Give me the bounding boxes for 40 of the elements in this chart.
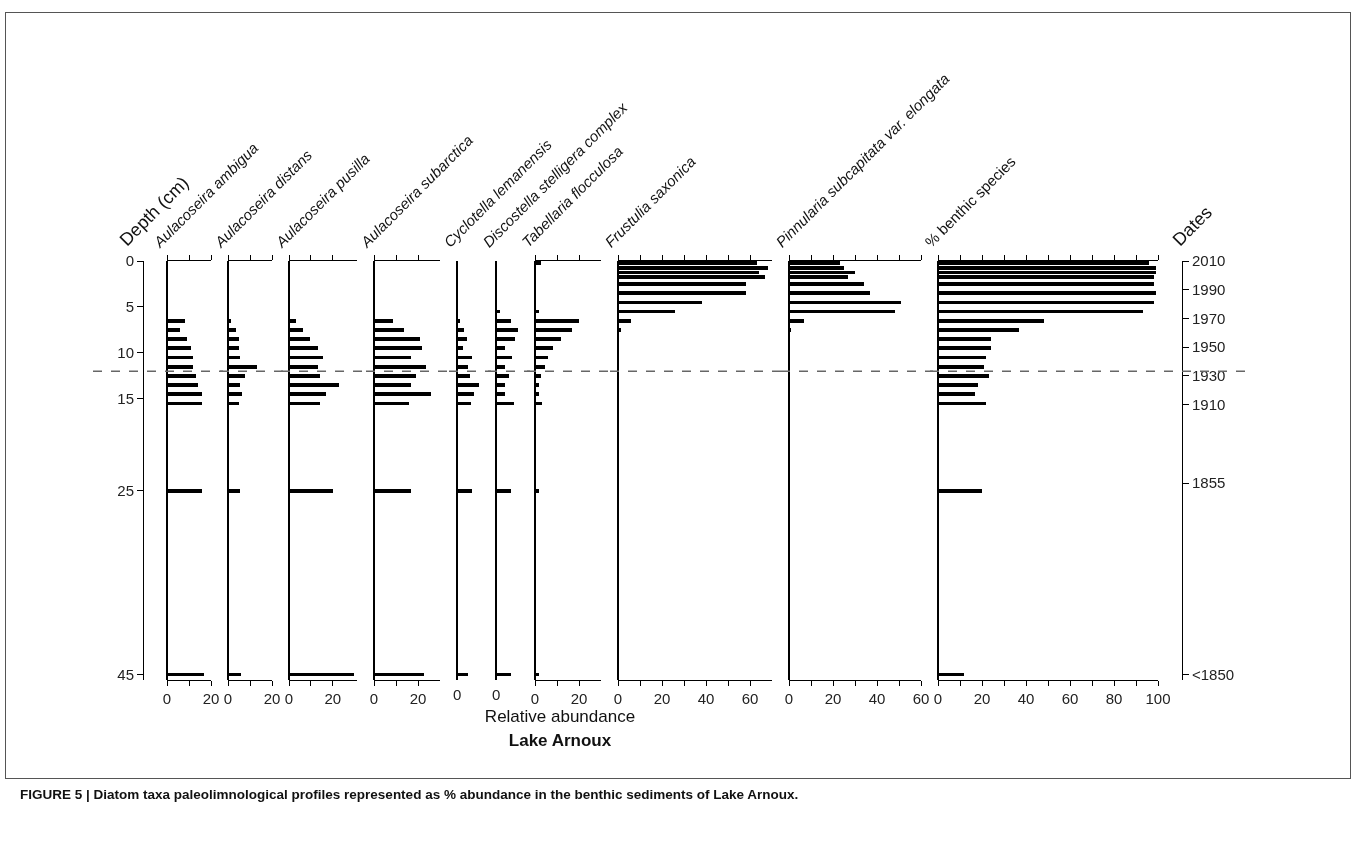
x-tick-label: 0 bbox=[370, 690, 379, 707]
text: Lake Arnoux bbox=[508, 731, 612, 751]
x-tick-label: 20 bbox=[263, 690, 281, 707]
y-tick-label: 15 bbox=[117, 390, 134, 408]
x-tick-label: 20 bbox=[324, 690, 342, 707]
x-tick-label: 60 bbox=[1061, 690, 1079, 707]
x-tick-label: 40 bbox=[697, 690, 715, 707]
y2-tick-label: 1990 bbox=[1192, 280, 1226, 298]
x-tick-label: 60 bbox=[912, 690, 930, 707]
y-tick-label: 5 bbox=[125, 298, 134, 316]
x-tick-label: 20 bbox=[824, 690, 842, 707]
y2-tick-label: 2010 bbox=[1192, 252, 1226, 270]
x-tick-label: 60 bbox=[741, 690, 759, 707]
text: Relative abundance bbox=[484, 707, 636, 727]
y2-tick-label: 1970 bbox=[1192, 309, 1226, 327]
y-tick-label: 45 bbox=[117, 665, 134, 683]
y2-tick-label: <1850 bbox=[1192, 665, 1235, 683]
x-tick-label: 20 bbox=[973, 690, 991, 707]
x-tick-label: 0 bbox=[614, 690, 623, 707]
y2-tick-label: 1950 bbox=[1192, 338, 1226, 356]
x-tick-label: 80 bbox=[1105, 690, 1123, 707]
y2-tick-label: 1855 bbox=[1192, 474, 1226, 492]
x-tick-label: 20 bbox=[653, 690, 671, 707]
x-tick-label: 20 bbox=[409, 690, 427, 707]
caption: FIGURE 5 | Diatom taxa paleolimnological profiles represented as % abundance in the benthic sediments of Lake Arnoux. bbox=[20, 787, 799, 802]
x-tick-label: 40 bbox=[868, 690, 886, 707]
x-tick-label: 0 bbox=[162, 690, 172, 707]
x-tick-label: 100 bbox=[1145, 690, 1171, 707]
y-tick-label: 25 bbox=[117, 481, 134, 499]
x-tick-label: 0 bbox=[934, 690, 943, 707]
y-tick-label: 0 bbox=[125, 252, 134, 270]
x-tick-label: 20 bbox=[202, 690, 220, 707]
x-tick-label: 0 bbox=[531, 690, 540, 707]
x-tick-label: 40 bbox=[1017, 690, 1035, 707]
y-tick-label: 10 bbox=[117, 344, 134, 362]
x-tick-label: 0 bbox=[284, 690, 294, 707]
x-tick-label: 0 bbox=[223, 690, 233, 707]
x-tick-label: 0 bbox=[785, 690, 794, 707]
x-tick-label: 20 bbox=[570, 690, 588, 707]
y2-tick-label: 1910 bbox=[1192, 395, 1226, 413]
